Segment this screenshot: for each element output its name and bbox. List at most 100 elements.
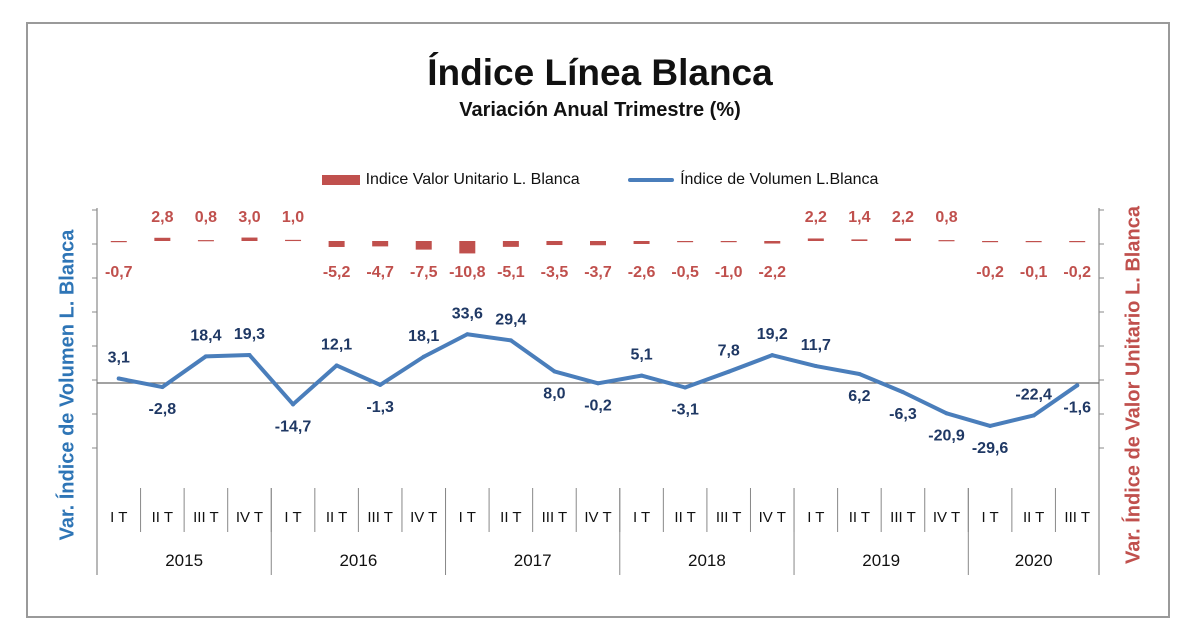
bar-valor-unitario bbox=[938, 240, 955, 242]
line-data-label: -14,7 bbox=[275, 418, 312, 435]
bar-data-label: -0,2 bbox=[976, 264, 1004, 281]
bar-valor-unitario bbox=[415, 241, 432, 250]
line-data-label: 3,1 bbox=[108, 350, 130, 367]
quarter-label: III T bbox=[542, 509, 568, 526]
line-data-label: 11,7 bbox=[801, 337, 831, 354]
bar-data-label: -7,5 bbox=[410, 264, 438, 281]
year-label: 2020 bbox=[1015, 551, 1053, 570]
bar-data-label: 0,8 bbox=[195, 209, 217, 226]
bar-valor-unitario bbox=[459, 241, 476, 254]
bar-data-label: -0,1 bbox=[1020, 264, 1048, 281]
quarter-label: III T bbox=[367, 509, 393, 526]
line-data-label: 12,1 bbox=[321, 336, 352, 353]
volumen-point bbox=[770, 353, 775, 358]
bar-valor-unitario bbox=[197, 240, 214, 242]
volumen-point bbox=[639, 373, 644, 378]
volumen-point bbox=[508, 338, 513, 343]
quarter-label: III T bbox=[1064, 509, 1090, 526]
bar-valor-unitario bbox=[764, 241, 781, 244]
bar-valor-unitario bbox=[807, 238, 824, 241]
legend-item-volumen: Índice de Volumen L.Blanca bbox=[628, 171, 878, 189]
volumen-point bbox=[378, 382, 383, 387]
bar-valor-unitario bbox=[982, 241, 999, 243]
line-data-label: 6,2 bbox=[848, 388, 870, 405]
line-data-label: -3,1 bbox=[671, 401, 699, 418]
volumen-point bbox=[552, 369, 557, 374]
bar-data-label: 2,2 bbox=[892, 209, 914, 226]
bar-data-label: -2,6 bbox=[628, 264, 656, 281]
year-label: 2018 bbox=[688, 551, 726, 570]
bar-data-label: 0,8 bbox=[935, 209, 957, 226]
bar-data-label: 2,2 bbox=[805, 209, 827, 226]
bar-valor-unitario bbox=[851, 239, 868, 241]
bar-data-label: 1,0 bbox=[282, 209, 304, 226]
volumen-point bbox=[1075, 383, 1080, 388]
bar-data-label: -0,2 bbox=[1063, 264, 1091, 281]
chart-subtitle: Variación Anual Trimestre (%) bbox=[459, 99, 741, 121]
quarter-label: IV T bbox=[933, 509, 960, 526]
bar-valor-unitario bbox=[590, 241, 606, 246]
year-label: 2016 bbox=[339, 551, 377, 570]
quarter-label: II T bbox=[326, 509, 347, 526]
quarter-label: IV T bbox=[410, 509, 437, 526]
volumen-point bbox=[203, 354, 208, 359]
volumen-point bbox=[334, 363, 339, 368]
volumen-point bbox=[465, 332, 470, 337]
quarter-label: II T bbox=[500, 509, 521, 526]
line-data-label: -20,9 bbox=[928, 427, 965, 444]
line-data-label: -1,6 bbox=[1063, 399, 1091, 416]
bar-valor-unitario bbox=[1025, 241, 1042, 243]
legend-item-valor-unitario: Indice Valor Unitario L. Blanca bbox=[321, 171, 580, 189]
bar-valor-unitario bbox=[1069, 241, 1086, 243]
legend-label-volumen: Índice de Volumen L.Blanca bbox=[680, 171, 879, 188]
quarter-label: IV T bbox=[236, 509, 263, 526]
volumen-point bbox=[726, 369, 731, 374]
line-data-label: 7,8 bbox=[718, 343, 740, 360]
bar-valor-unitario bbox=[633, 241, 650, 244]
volumen-point bbox=[857, 372, 862, 377]
line-data-label: -0,2 bbox=[584, 397, 612, 414]
line-data-label: 33,6 bbox=[452, 305, 483, 322]
quarter-label: I T bbox=[633, 509, 650, 526]
quarter-label: I T bbox=[981, 509, 998, 526]
bar-valor-unitario bbox=[241, 237, 258, 241]
bar-data-label: 3,0 bbox=[238, 209, 260, 226]
year-label: 2015 bbox=[165, 551, 203, 570]
line-data-label: 19,3 bbox=[234, 326, 265, 343]
line-data-label: 18,4 bbox=[190, 327, 221, 344]
quarter-label: II T bbox=[849, 509, 870, 526]
volumen-point bbox=[988, 423, 993, 428]
line-data-label: -6,3 bbox=[889, 406, 917, 423]
bar-valor-unitario bbox=[546, 241, 563, 246]
legend-line-swatch bbox=[628, 177, 675, 182]
bar-data-label: -3,7 bbox=[584, 264, 612, 281]
year-label: 2019 bbox=[862, 551, 900, 570]
bar-valor-unitario bbox=[285, 239, 302, 242]
quarter-label: III T bbox=[193, 509, 219, 526]
quarter-label: I T bbox=[459, 509, 476, 526]
bar-valor-unitario bbox=[328, 241, 345, 247]
line-data-label: 8,0 bbox=[543, 385, 565, 402]
line-data-label: 5,1 bbox=[630, 347, 652, 364]
bar-valor-unitario bbox=[110, 241, 127, 243]
line-data-label: -22,4 bbox=[1015, 386, 1052, 403]
volumen-point bbox=[291, 402, 296, 407]
bar-data-label: 2,8 bbox=[151, 209, 173, 226]
bar-valor-unitario bbox=[677, 241, 694, 243]
line-data-label: 18,1 bbox=[408, 328, 439, 345]
bar-valor-unitario bbox=[720, 241, 737, 243]
bar-valor-unitario bbox=[502, 241, 519, 247]
quarter-label: II T bbox=[674, 509, 695, 526]
volumen-point bbox=[944, 411, 949, 416]
quarter-label: IV T bbox=[584, 509, 611, 526]
year-label: 2017 bbox=[514, 551, 552, 570]
bar-data-label: -0,7 bbox=[105, 264, 133, 281]
quarter-label: III T bbox=[890, 509, 916, 526]
chart-title: Índice Línea Blanca bbox=[427, 52, 773, 93]
bar-data-label: -0,5 bbox=[671, 264, 699, 281]
volumen-point bbox=[683, 385, 688, 390]
bar-data-label: -4,7 bbox=[366, 264, 394, 281]
bar-data-label: 1,4 bbox=[848, 209, 870, 226]
bar-data-label: -1,0 bbox=[715, 264, 743, 281]
